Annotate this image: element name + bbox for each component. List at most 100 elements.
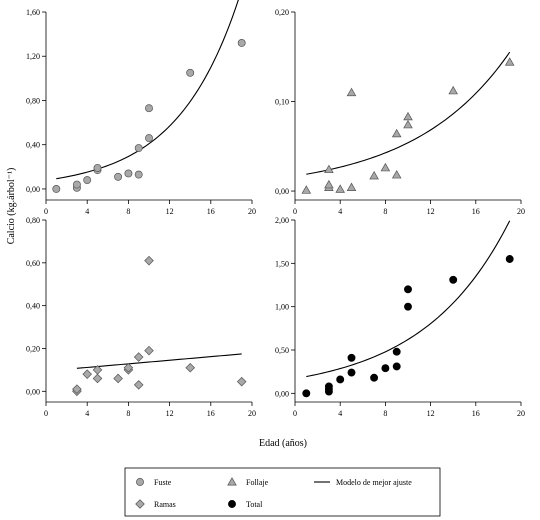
x-tick-label: 20 [517, 207, 525, 216]
data-point [381, 364, 390, 373]
data-point [347, 368, 356, 377]
x-tick-label: 12 [166, 207, 174, 216]
fit-line [306, 220, 511, 378]
legend-label: Total [246, 500, 263, 509]
y-tick-label: 1,60 [26, 8, 40, 17]
x-tick-label: 20 [517, 409, 525, 418]
fit-line [76, 353, 242, 369]
data-point [301, 185, 312, 194]
data-point [123, 362, 134, 373]
x-tick-label: 12 [427, 409, 435, 418]
data-point [72, 180, 81, 189]
data-point [336, 375, 345, 384]
data-point [370, 373, 379, 382]
y-tick-label: 0,60 [26, 259, 40, 268]
data-point [404, 302, 412, 311]
y-tick-label: 0,20 [26, 344, 40, 353]
data-point [185, 362, 195, 373]
data-point [92, 373, 103, 384]
y-tick-label: 0,00 [26, 185, 40, 194]
y-tick-label: 1,50 [275, 259, 289, 268]
y-tick-label: 0,40 [26, 141, 40, 150]
panel-total: 0,00 0,50 1,00 1,50 2,00 0 4 8 12 16 20 [275, 216, 525, 418]
data-point [144, 255, 154, 266]
x-tick-label: 0 [44, 207, 48, 216]
data-point [145, 104, 153, 113]
data-point [82, 369, 92, 379]
panel-follaje: 0,00 0,10 0,20 0 4 8 12 16 20 [275, 8, 525, 216]
x-tick-label: 8 [383, 207, 387, 216]
x-tick-label: 8 [383, 409, 387, 418]
data-point [505, 255, 514, 263]
x-axis-label: Edad (años) [259, 438, 307, 449]
x-tick-label: 20 [248, 207, 256, 216]
data-point [145, 134, 153, 143]
x-tick-label: 16 [207, 409, 215, 418]
x-tick-label: 12 [427, 207, 435, 216]
x-tick-label: 8 [126, 207, 130, 216]
data-point [114, 172, 123, 181]
data-point [186, 68, 195, 77]
x-tick-label: 4 [338, 409, 342, 418]
fit-line [306, 51, 511, 175]
y-axis-label: Calcio (kg.árbol⁻¹) [6, 168, 17, 245]
y-tick-label: 1,20 [26, 52, 40, 61]
x-tick-label: 16 [472, 409, 480, 418]
x-tick-label: 8 [126, 409, 130, 418]
data-point [391, 128, 402, 138]
data-point [448, 85, 459, 95]
data-point [83, 176, 92, 185]
data-point [449, 275, 458, 284]
legend-label: Ramas [154, 500, 176, 509]
data-point [92, 365, 103, 375]
data-point [144, 345, 154, 356]
data-point [391, 170, 402, 179]
data-point [335, 184, 346, 193]
data-point [346, 182, 357, 191]
x-tick-label: 16 [472, 207, 480, 216]
data-point [324, 382, 333, 391]
data-point [52, 184, 61, 193]
data-point [346, 87, 357, 97]
data-point [404, 285, 412, 294]
legend-label: Fuste [154, 478, 172, 487]
data-point [134, 144, 143, 152]
y-tick-label: 2,00 [275, 216, 289, 225]
legend: Fuste Follaje Modelo de mejor ajuste Ramas T… [124, 467, 441, 517]
fit-line [56, 0, 239, 180]
x-tick-label: 0 [293, 409, 297, 418]
data-point [113, 373, 123, 384]
data-point [347, 353, 356, 362]
data-point [380, 162, 391, 172]
y-tick-label: 0,00 [275, 187, 289, 196]
data-point [403, 119, 413, 129]
legend-label: Modelo de mejor ajuste [336, 478, 412, 487]
data-point [236, 376, 247, 387]
data-point [403, 111, 413, 121]
data-point [369, 170, 379, 180]
x-tick-label: 4 [85, 207, 89, 216]
data-point [392, 347, 401, 356]
legend-box [124, 467, 441, 517]
legend-marker [227, 477, 237, 486]
y-tick-label: 0,20 [275, 8, 289, 17]
x-tick-label: 12 [166, 409, 174, 418]
y-tick-label: 0,00 [26, 387, 40, 396]
data-point [324, 164, 334, 174]
y-tick-label: 0,10 [275, 98, 289, 107]
x-tick-label: 4 [338, 207, 342, 216]
legend-marker [135, 499, 145, 509]
data-point [302, 389, 311, 398]
data-point [134, 170, 143, 179]
y-tick-label: 0,80 [26, 216, 40, 225]
data-point [324, 179, 334, 189]
x-tick-label: 20 [248, 409, 256, 418]
x-tick-label: 4 [85, 409, 89, 418]
x-tick-label: 0 [44, 409, 48, 418]
y-tick-label: 0,80 [26, 96, 40, 105]
data-point [504, 57, 515, 66]
x-tick-label: 16 [207, 207, 215, 216]
data-point [124, 169, 133, 178]
legend-marker [136, 478, 144, 486]
